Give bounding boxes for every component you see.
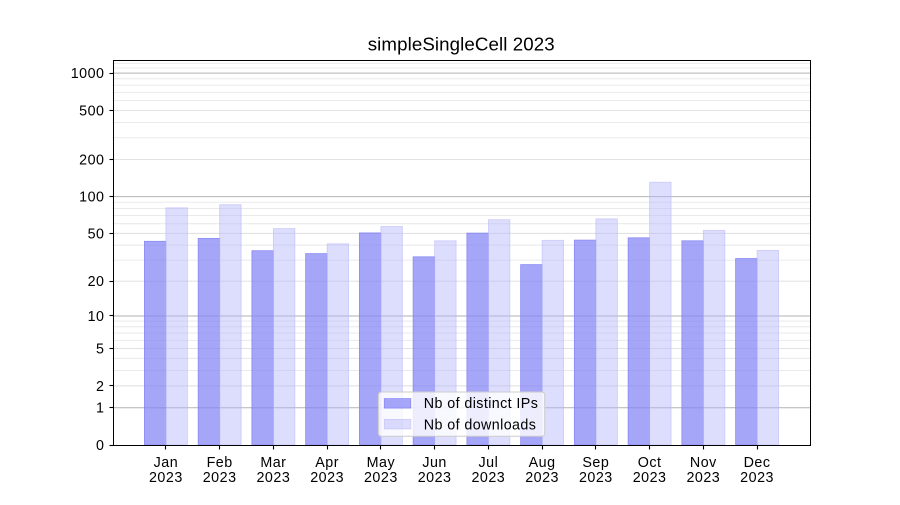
svg-text:Aug: Aug	[529, 455, 556, 471]
svg-text:50: 50	[88, 226, 105, 242]
svg-text:2023: 2023	[310, 470, 344, 486]
svg-text:Mar: Mar	[260, 455, 286, 471]
svg-text:2023: 2023	[203, 470, 237, 486]
svg-text:2023: 2023	[686, 470, 720, 486]
svg-text:2023: 2023	[471, 470, 505, 486]
svg-text:2: 2	[96, 379, 104, 395]
svg-text:Feb: Feb	[207, 455, 233, 471]
svg-text:2023: 2023	[525, 470, 559, 486]
svg-text:Nb of distinct IPs: Nb of distinct IPs	[424, 396, 538, 412]
svg-text:5: 5	[96, 342, 104, 358]
svg-text:Oct: Oct	[638, 455, 662, 471]
svg-text:500: 500	[79, 103, 104, 119]
svg-text:1: 1	[96, 401, 104, 417]
svg-text:Nb of downloads: Nb of downloads	[424, 418, 537, 434]
svg-text:2023: 2023	[633, 470, 667, 486]
svg-text:10: 10	[88, 309, 105, 325]
svg-text:simpleSingleCell 2023: simpleSingleCell 2023	[368, 34, 555, 55]
svg-text:Sep: Sep	[582, 455, 609, 471]
svg-text:Apr: Apr	[315, 455, 339, 471]
svg-text:2023: 2023	[740, 470, 774, 486]
svg-text:2023: 2023	[149, 470, 183, 486]
svg-text:2023: 2023	[418, 470, 452, 486]
svg-text:200: 200	[79, 153, 104, 169]
svg-text:Jan: Jan	[154, 455, 179, 471]
svg-text:Nov: Nov	[690, 455, 717, 471]
svg-text:Jul: Jul	[478, 455, 498, 471]
svg-text:1000: 1000	[71, 66, 105, 82]
svg-text:Dec: Dec	[744, 455, 771, 471]
svg-text:2023: 2023	[579, 470, 613, 486]
svg-text:2023: 2023	[364, 470, 398, 486]
svg-text:100: 100	[79, 190, 104, 206]
svg-text:May: May	[367, 455, 396, 471]
svg-text:2023: 2023	[256, 470, 290, 486]
svg-text:Jun: Jun	[422, 455, 447, 471]
svg-text:20: 20	[88, 274, 105, 290]
svg-text:0: 0	[96, 438, 104, 454]
